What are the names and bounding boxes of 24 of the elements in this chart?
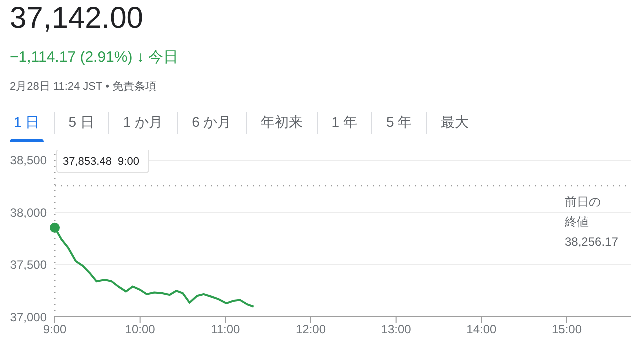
text: 5 年 (371, 112, 426, 134)
x-tick-label: 14:00 (466, 322, 498, 337)
text: 1 年 (316, 112, 372, 134)
text: 6 か月 (177, 112, 246, 134)
y-tick-label: 38,000 (10, 206, 48, 220)
x-tick-label: 12:00 (296, 322, 326, 337)
text: 1 日 (13, 113, 41, 132)
ref-line-label: 前日の終値 38,256.17 (565, 194, 618, 251)
chart-subtitle: −1,114.17 (2.91%) ↓ 今日 (10, 48, 179, 67)
annotation: 37,853.48 9:00 (63, 156, 140, 168)
x-tick-label: 9:00 (43, 322, 67, 337)
y-tick-label: 38,500 (10, 154, 48, 168)
text: 2月28日 11:24 JST • 免責条項 (10, 80, 156, 94)
x-tick-label: 13:00 (381, 322, 412, 337)
chart-title: 37,142.00 (10, 2, 144, 36)
y-tick-label: 37,000 (10, 310, 48, 324)
x-tick-label: 10:00 (125, 322, 156, 337)
text: 5 日 (54, 112, 108, 134)
x-tick-label: 15:00 (552, 322, 582, 337)
text: 1 か月 (108, 112, 178, 134)
x-tick-label: 11:00 (211, 322, 241, 337)
y-tick-label: 37,500 (10, 258, 48, 272)
text: 年初来 (246, 112, 317, 134)
text: 最大 (426, 112, 484, 134)
